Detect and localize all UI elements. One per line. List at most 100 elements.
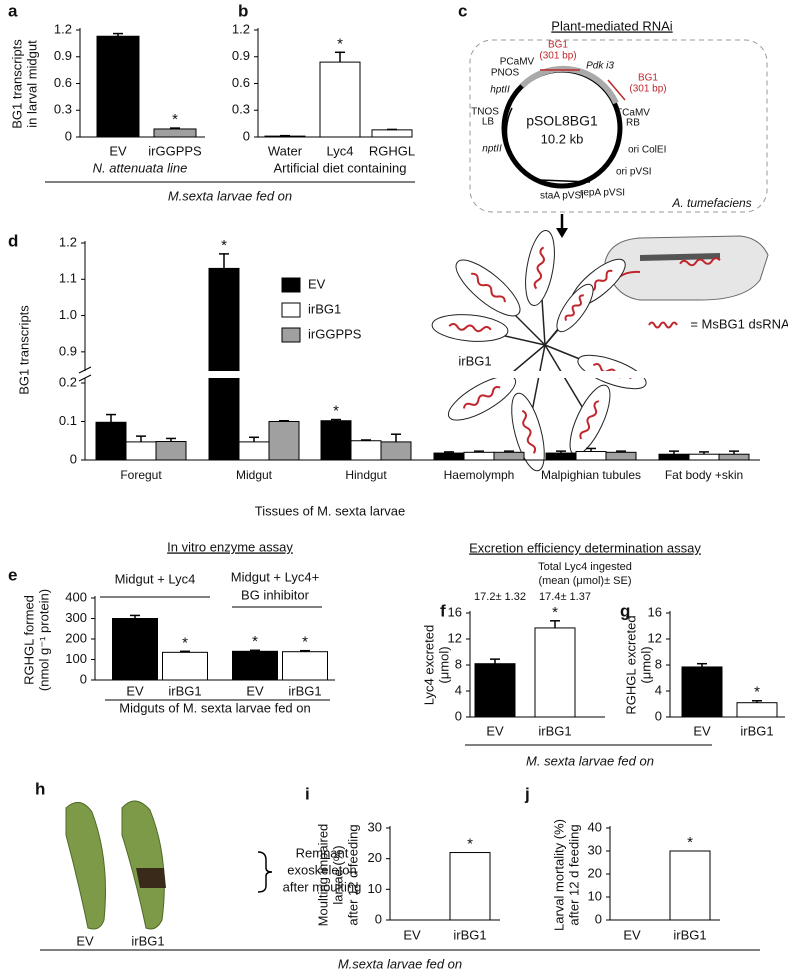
- y-tick-label: 1.2: [54, 21, 72, 36]
- error-bar: [729, 450, 739, 455]
- error-bar: [136, 435, 146, 442]
- photo: EV irBG1 Remnant exoskeleton after moult…: [65, 800, 361, 948]
- y-tick-label: 4: [655, 682, 662, 697]
- error-bar: [106, 413, 116, 423]
- y-tick-label: 12: [448, 630, 462, 645]
- leaf: [455, 259, 521, 317]
- larva-photo: [121, 800, 165, 930]
- y-axis-label: in larval midgut: [24, 40, 39, 128]
- legend-swatch: [281, 327, 301, 343]
- y-tick-label: 1.1: [59, 271, 77, 286]
- plasmid-size: 10.2 kb: [541, 131, 584, 146]
- panel-label: a: [8, 1, 18, 20]
- gene-arrow: [539, 179, 591, 183]
- break-mark: [78, 366, 92, 374]
- x-axis-label: Tissues of M. sexta larvae: [255, 503, 406, 518]
- error-bar: [490, 658, 500, 664]
- leaf: [556, 283, 594, 333]
- gene-arrow: [505, 107, 513, 151]
- x-tick-label: Foregut: [120, 468, 162, 482]
- significance: *: [754, 684, 760, 701]
- error-bar: [586, 447, 596, 452]
- bar: [155, 441, 187, 461]
- y-tick-label: 0: [375, 911, 382, 926]
- arrow-head: [556, 228, 568, 238]
- y-tick-label: 16: [648, 604, 662, 619]
- error-bar: [361, 439, 371, 441]
- error-bar: [391, 433, 401, 442]
- panel-label: h: [35, 779, 45, 798]
- feature-label: ori ColEI: [628, 145, 666, 156]
- bar: [268, 421, 300, 461]
- y-tick-label: 16: [448, 604, 462, 619]
- bar: [112, 618, 158, 681]
- y-tick-label: 400: [65, 589, 87, 604]
- error-bar: [250, 649, 260, 652]
- x-tick-label: Midgut: [236, 468, 273, 482]
- error-bar: [444, 451, 454, 454]
- x-tick-label: Haemolymph: [444, 468, 515, 482]
- diagram: Plant-mediated RNAi BG1 (301 bp) BG1 (30…: [458, 18, 788, 368]
- dsrna: [521, 409, 537, 454]
- dsrna: [679, 257, 721, 267]
- plasmid-name: pSOL8BG1: [526, 113, 598, 129]
- x-tick-label: irGGPPS: [148, 143, 202, 158]
- bar: [545, 452, 577, 461]
- x-tick-label: Malpighian tubules: [541, 468, 641, 482]
- y-tick-label: 0.6: [54, 75, 72, 90]
- x-tick-label: irBG1: [453, 927, 486, 942]
- error-bar: [669, 450, 679, 455]
- bar: [162, 651, 208, 681]
- bar: [669, 850, 711, 921]
- x-tick-label: irBG1: [673, 927, 706, 942]
- feature-label: TNOS: [471, 107, 499, 118]
- y-axis-label: after 12 d feeding: [345, 824, 360, 925]
- y-tick-label: 1.2: [59, 234, 77, 249]
- panel-label: e: [8, 565, 17, 584]
- error-bar: [180, 650, 190, 653]
- x-tick-label: EV: [486, 723, 504, 738]
- insert-label: BG1: [638, 73, 658, 84]
- x-axis-label: Midguts of M. sexta larvae fed on: [119, 700, 310, 715]
- significance: *: [252, 633, 258, 650]
- feature-label: nptII: [482, 144, 502, 155]
- legend-label: irGGPPS: [308, 326, 362, 341]
- significance: *: [337, 35, 343, 52]
- x-tick-label: Fat body +skin: [665, 468, 743, 482]
- dsrna: [462, 385, 501, 409]
- plant-label: irBG1: [458, 353, 491, 368]
- x-tick-label: Water: [268, 143, 303, 158]
- dsrna: [564, 294, 584, 322]
- leaf: [431, 314, 509, 342]
- y-axis-label: after 12 d feeding: [566, 824, 581, 925]
- panel-label: g: [620, 601, 630, 620]
- error-bar: [166, 437, 176, 442]
- y-axis-label: (μmol): [436, 646, 451, 683]
- leaf: [525, 230, 555, 306]
- significance: *: [172, 111, 178, 128]
- host-label: A. tumefaciens: [671, 196, 751, 210]
- bar: [96, 35, 140, 138]
- bar: [449, 852, 491, 921]
- insert-arrow: [607, 79, 626, 101]
- error-bar: [219, 253, 229, 269]
- y-tick-label: 1.2: [232, 21, 250, 36]
- x-tick-label: irBG1: [288, 683, 321, 698]
- error-bar: [331, 418, 341, 421]
- assay-heading: In vitro enzyme assay: [167, 539, 293, 554]
- photo-label: EV: [76, 933, 94, 948]
- error-bar: [556, 450, 566, 454]
- error-bar: [504, 450, 514, 453]
- significance: *: [302, 634, 308, 651]
- x-axis-label: N. attenuata line: [93, 160, 188, 175]
- y-tick-label: 8: [455, 656, 462, 671]
- photo-label: irBG1: [131, 933, 164, 948]
- y-tick-label: 0.2: [59, 374, 77, 389]
- y-axis-label: Larval mortality (%): [551, 819, 566, 931]
- x-tick-label: irBG1: [168, 683, 201, 698]
- x-tick-label: irBG1: [538, 723, 571, 738]
- bar: [681, 666, 723, 718]
- bar: [605, 451, 637, 461]
- larva-photo: [65, 801, 106, 930]
